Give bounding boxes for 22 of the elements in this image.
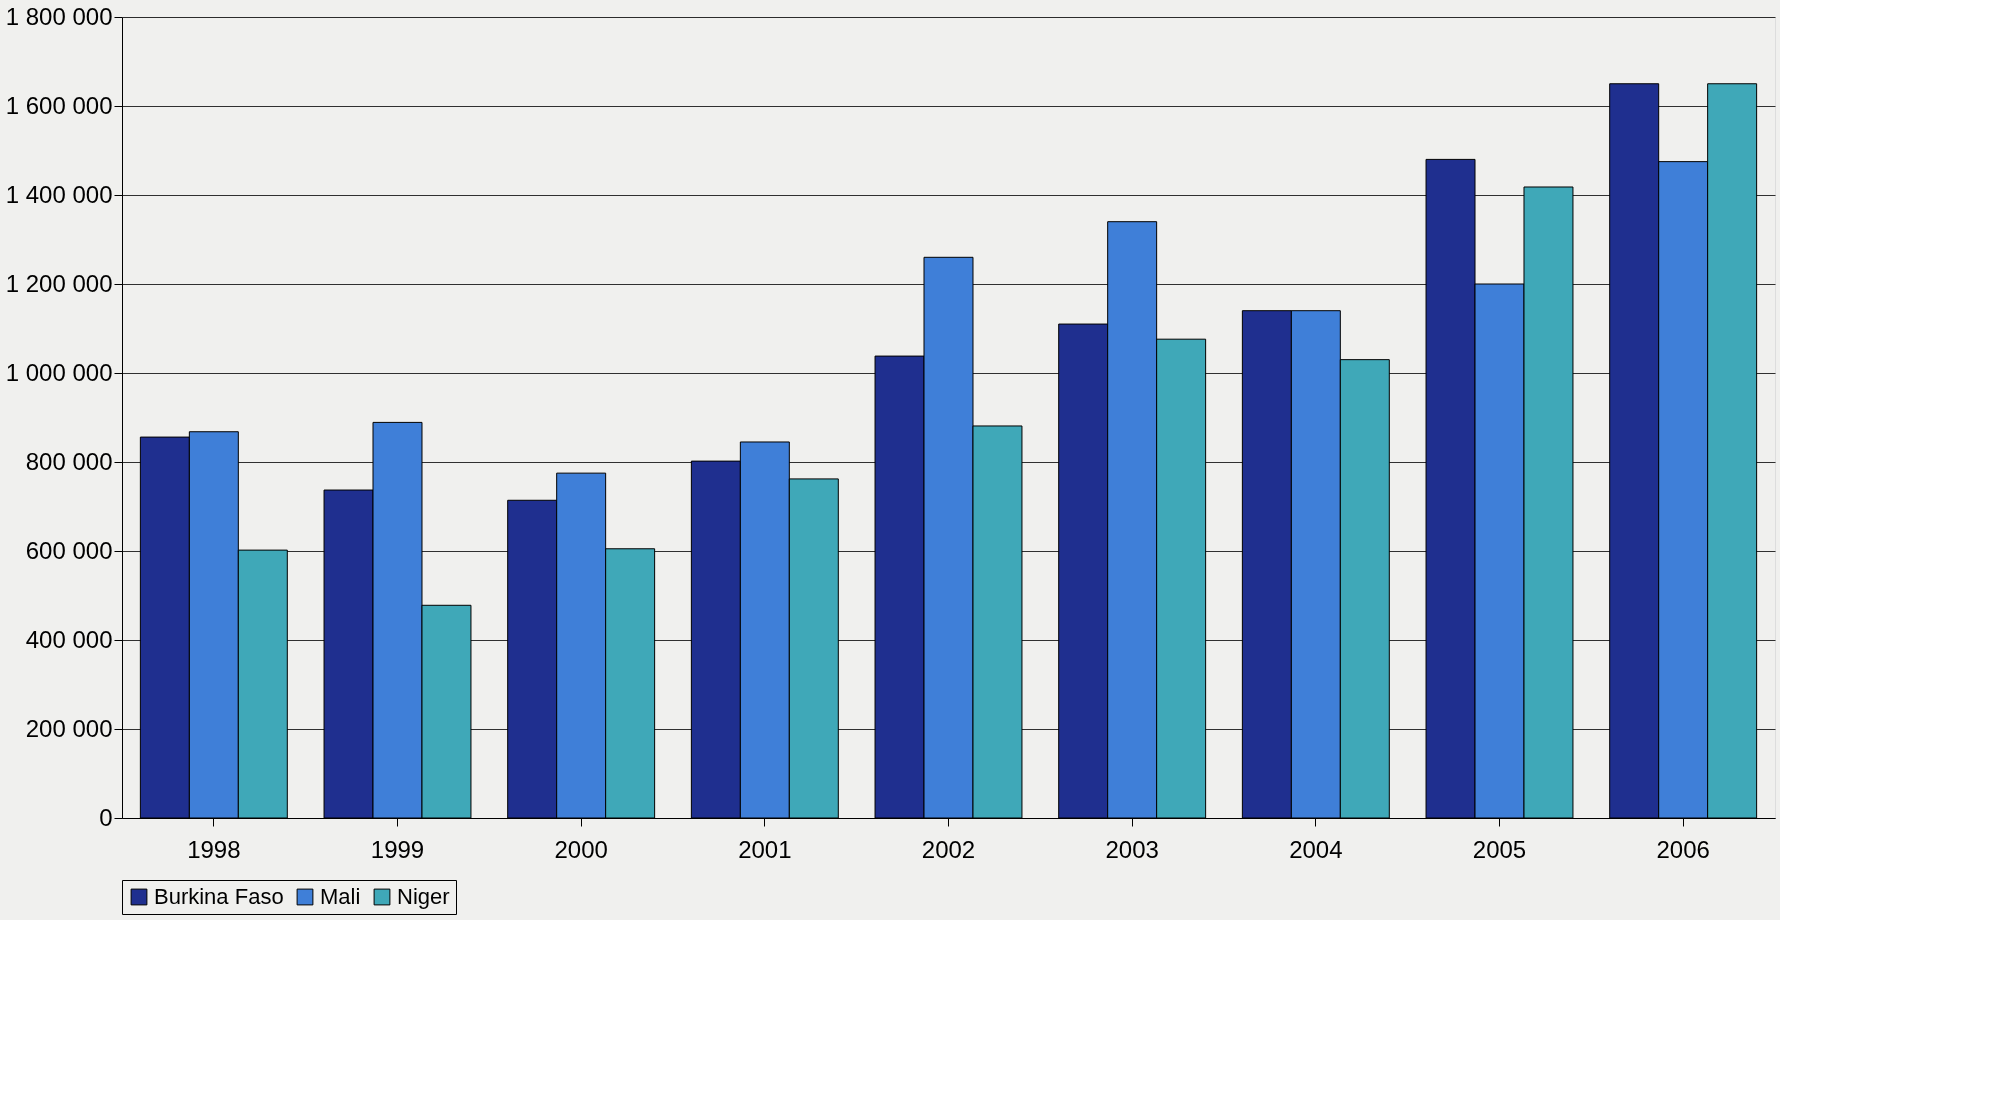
x-tick-label: 2005 <box>1472 835 1527 863</box>
x-tick-label: 2002 <box>921 835 976 863</box>
y-tick-label: 800 000 <box>25 447 113 475</box>
legend-label: Burkina Faso <box>154 884 284 909</box>
y-tick-label: 1 400 000 <box>5 180 113 208</box>
x-tick-label: 2000 <box>554 835 608 863</box>
x-tick-label: 2003 <box>1105 835 1159 863</box>
y-tick-label: 1 600 000 <box>5 91 113 119</box>
x-tick-label: 1999 <box>370 835 425 863</box>
x-tick-label: 2004 <box>1289 835 1343 863</box>
y-tick-label: 1 800 000 <box>5 2 113 30</box>
y-tick-label: 0 <box>99 803 113 831</box>
y-tick-label: 600 000 <box>25 536 113 564</box>
y-tick-label: 1 200 000 <box>5 269 113 297</box>
x-tick-label: 2006 <box>1656 835 1710 863</box>
x-tick-label: 2001 <box>738 835 792 863</box>
y-tick-label: 400 000 <box>25 625 113 653</box>
y-tick-label: 1 000 000 <box>5 358 113 386</box>
y-tick-label: 200 000 <box>25 714 113 742</box>
x-tick-label: 1998 <box>187 835 241 863</box>
legend-label: Niger <box>397 884 450 909</box>
legend-label: Mali <box>320 884 361 909</box>
